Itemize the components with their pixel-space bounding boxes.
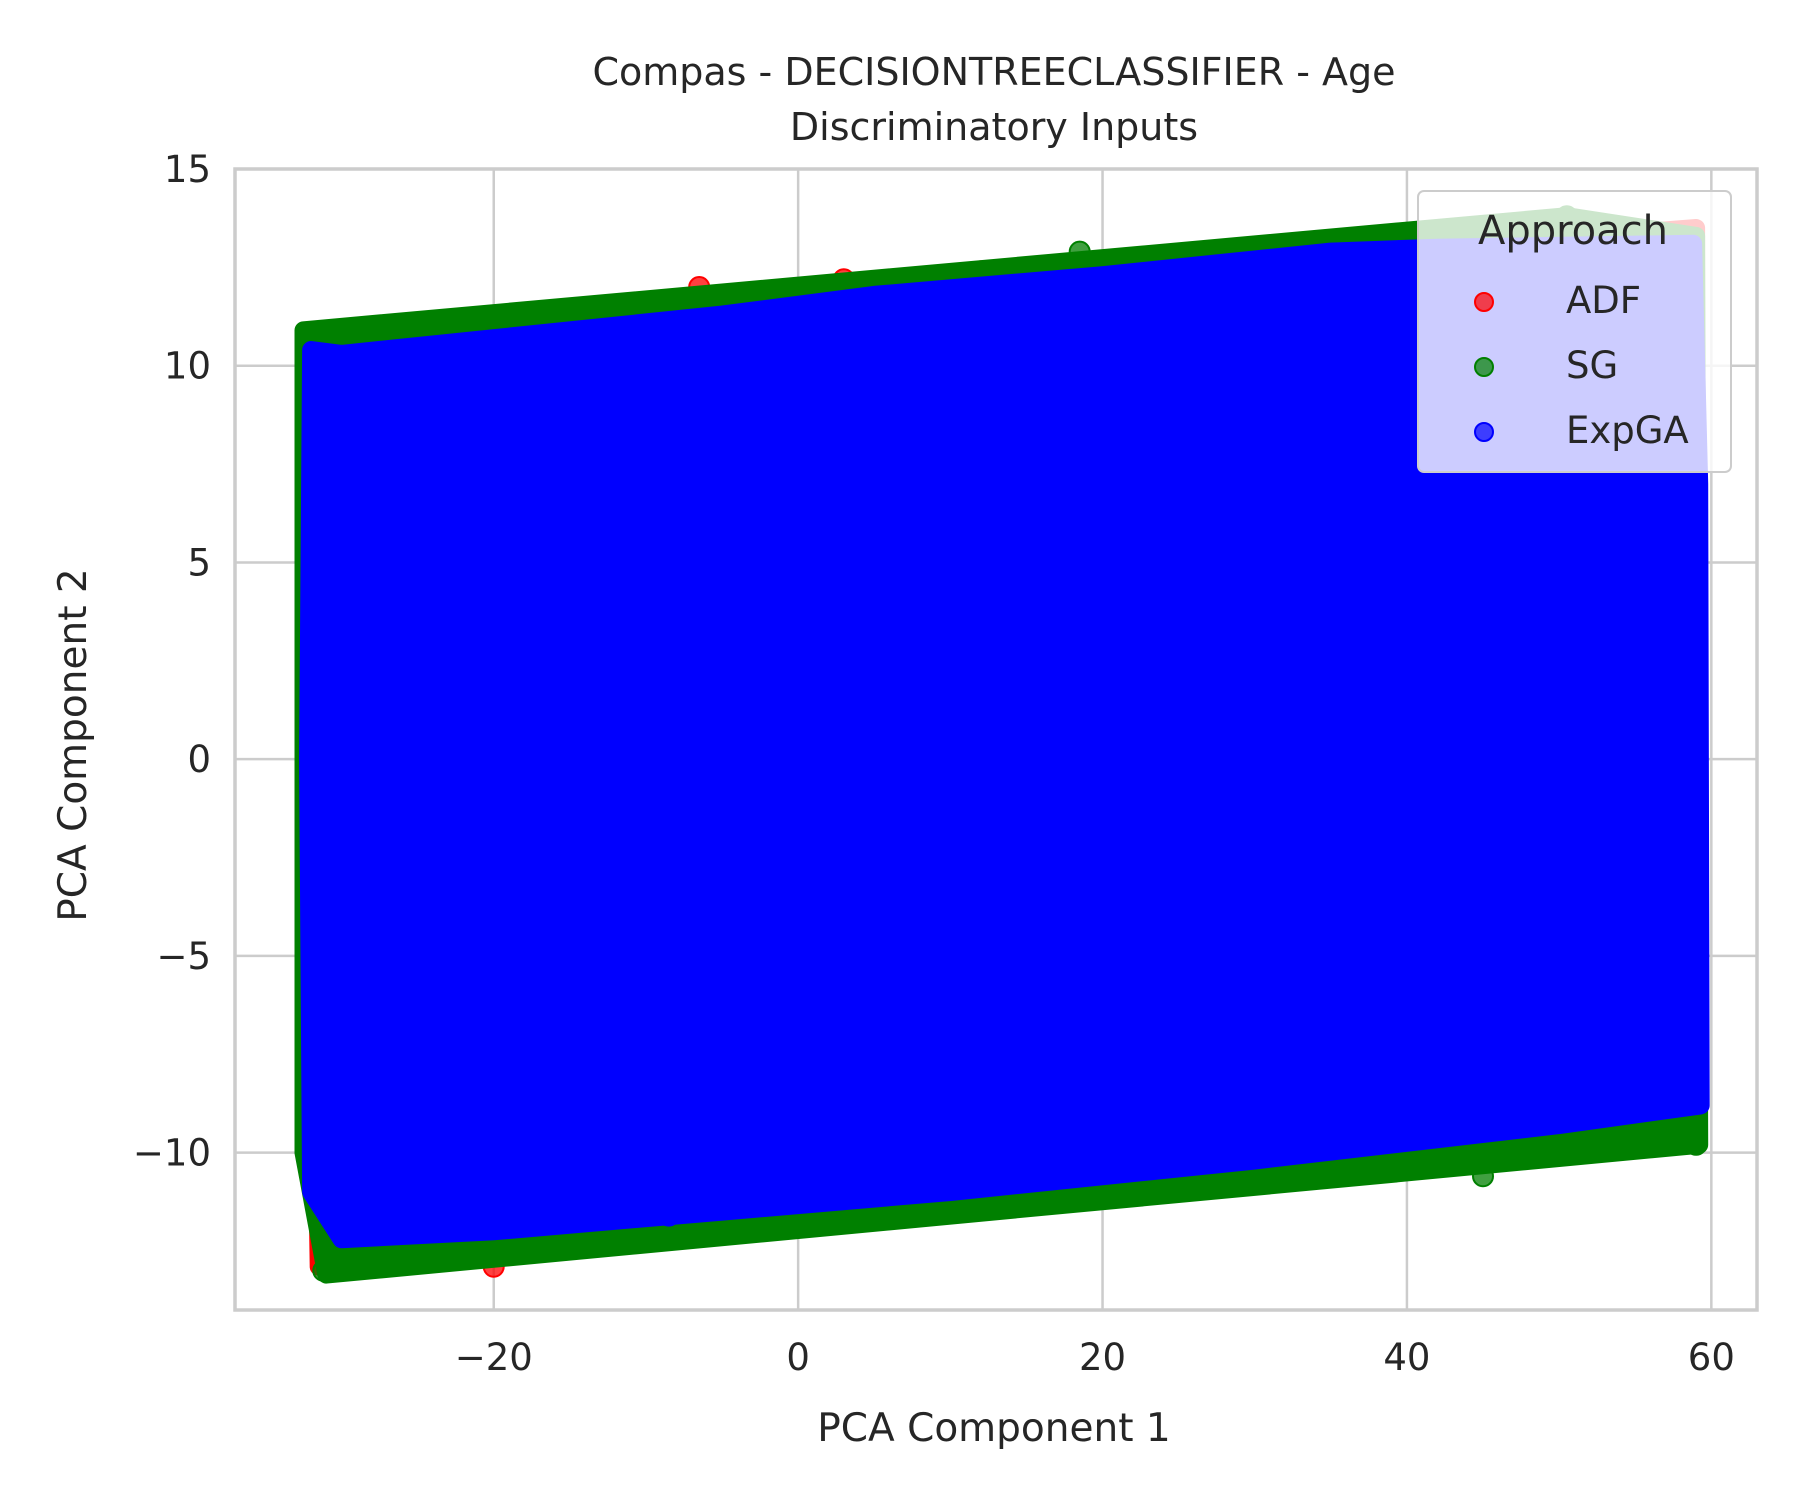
chart-title: Compas - DECISIONTREECLASSIFIER - Age [592, 50, 1395, 94]
data-point-expga [657, 1204, 680, 1227]
legend-box [1417, 190, 1732, 473]
y-tick-label: 10 [164, 345, 211, 388]
tick-labels: −20 0 20 40 60 −10 −5 0 5 10 15 [133, 148, 1735, 1379]
legend-marker-adf [1474, 292, 1494, 312]
y-tick-label: −10 [133, 1132, 211, 1175]
y-tick-label: 5 [187, 541, 211, 584]
point-cloud-expga [299, 234, 1710, 1249]
data-point-sg [312, 1259, 335, 1282]
x-axis-label: PCA Component 1 [817, 1406, 1170, 1451]
chart-subtitle: Discriminatory Inputs [790, 105, 1198, 149]
y-tick-label: 0 [187, 738, 211, 781]
plot-area [294, 205, 1710, 1284]
y-tick-label: −5 [156, 935, 211, 978]
legend-label-expga: ExpGA [1566, 409, 1689, 452]
plot-frame [233, 167, 1759, 1312]
legend-label-sg: SG [1566, 344, 1618, 387]
y-tick-label: 15 [164, 148, 211, 191]
x-tick-label: 20 [1079, 1336, 1126, 1379]
legend-marker-sg [1474, 357, 1494, 377]
x-tick-label: 0 [786, 1336, 810, 1379]
x-tick-label: 60 [1688, 1336, 1735, 1379]
legend: Approach ADF SG ExpGA [1417, 190, 1732, 473]
y-axis-label: PCA Component 2 [51, 568, 96, 921]
legend-title: Approach [1478, 208, 1668, 254]
data-point-sg [1068, 240, 1091, 263]
data-point-expga [306, 697, 329, 719]
data-point-sg [1685, 1133, 1708, 1156]
x-tick-label: −20 [455, 1336, 533, 1379]
data-point-expga [315, 1133, 338, 1156]
x-tick-label: 40 [1383, 1336, 1430, 1379]
data-point-sg [1472, 1165, 1494, 1188]
legend-marker-expga [1474, 422, 1494, 442]
legend-label-adf: ADF [1566, 279, 1641, 322]
data-point-expga [303, 457, 326, 479]
series-expga [299, 234, 1710, 1249]
